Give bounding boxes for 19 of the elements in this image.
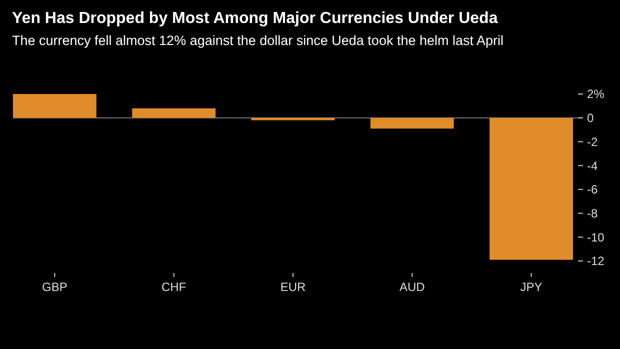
bar [13,94,96,118]
y-tick-label: 2% [587,87,605,102]
x-tick-label: AUD [399,280,426,294]
bar [370,118,454,129]
y-tick-label: -2 [587,134,598,149]
chart-title: Yen Has Dropped by Most Among Major Currencies Under Ueda [12,10,498,27]
bar [132,108,216,118]
y-tick-label: -4 [587,158,598,173]
y-tick-label: -12 [587,254,605,268]
x-tick-label: JPY [520,280,542,294]
y-tick-label: 0 [587,111,594,126]
y-tick-label: -6 [587,182,598,197]
y-tick-label: -10 [587,230,605,244]
chart-subtitle: The currency fell almost 12% against the dollar since Ueda took the helm last April [12,33,504,48]
x-tick-label: CHF [162,280,186,294]
x-tick-label: GBP [42,280,68,294]
bar [490,118,573,260]
y-tick-label: -8 [587,206,598,220]
x-tick-label: EUR [280,280,306,294]
